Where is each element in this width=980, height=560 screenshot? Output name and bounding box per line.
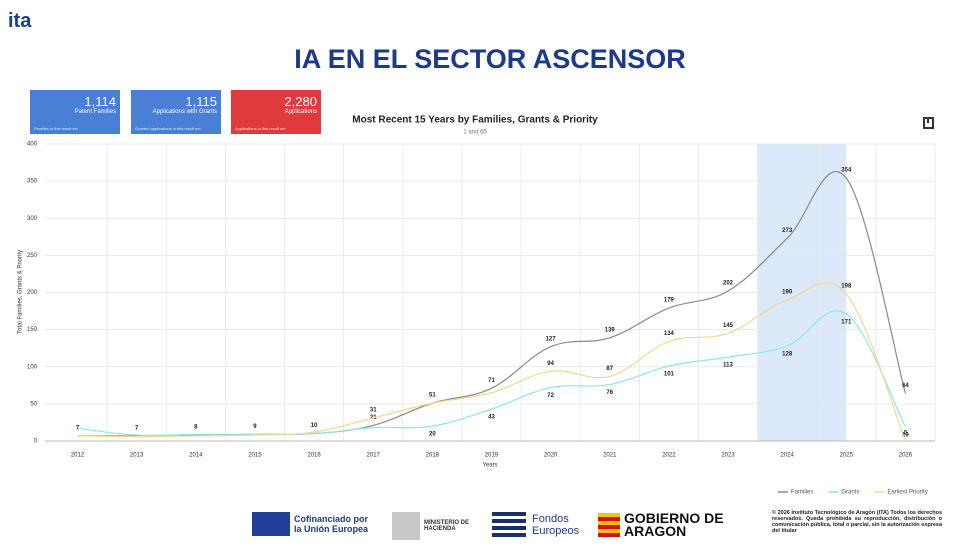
kpi-note: Families in this result set: [34, 126, 78, 131]
y-tick-label: 0: [34, 439, 38, 445]
legend-label: Families: [791, 490, 813, 496]
x-tick-label: 2016: [307, 453, 321, 459]
kpi-label: Patent Families: [74, 109, 116, 115]
kpi-card[interactable]: 1,115 Applications with Grants Granted a…: [131, 90, 221, 134]
data-label: 76: [606, 390, 613, 396]
aragon-logo: GOBIERNO DE ARAGON: [598, 510, 728, 539]
data-label: 72: [547, 393, 554, 399]
data-label: 10: [311, 423, 318, 429]
kpi-card[interactable]: 2,280 Applications Applications in this …: [231, 90, 321, 134]
chart-title: Most Recent 15 Years by Families, Grants…: [352, 115, 598, 126]
funds-text: Fondos Europeos: [532, 513, 580, 537]
x-tick-label: 2012: [71, 453, 85, 459]
data-label: 273: [782, 228, 793, 234]
data-label: 7: [135, 425, 139, 431]
data-label: 134: [664, 331, 675, 337]
funds-logo: Fondos Europeos: [492, 512, 587, 538]
copyright: © 2026 Instituto Tecnológico de Aragón (…: [772, 510, 942, 534]
x-tick-label: 2021: [603, 453, 617, 459]
data-label: 171: [841, 320, 852, 326]
ministry-text: MINISTERIO DE HACIENDA: [424, 520, 470, 532]
x-axis-label: Years: [482, 463, 497, 469]
page-title: IA EN EL SECTOR ASCENSOR: [294, 44, 686, 74]
data-label: 198: [841, 284, 852, 290]
y-tick-label: 350: [27, 179, 38, 185]
x-tick-label: 2017: [367, 453, 381, 459]
x-tick-label: 2020: [544, 453, 558, 459]
x-tick-label: 2015: [248, 453, 262, 459]
logo: ita: [8, 10, 32, 32]
kpi-value: 1,115: [185, 94, 217, 109]
data-label: 190: [782, 290, 793, 296]
kpi-label: Applications: [284, 109, 317, 115]
y-tick-label: 100: [27, 364, 38, 370]
data-label: 145: [723, 323, 734, 329]
data-label: 87: [606, 366, 613, 372]
kpi-card[interactable]: 1,114 Patent Families Families in this r…: [30, 90, 120, 134]
chart: Most Recent 15 Years by Families, Grants…: [18, 115, 936, 496]
aragon-text: GOBIERNO DE ARAGON: [624, 510, 724, 539]
data-label: 354: [841, 168, 852, 174]
chart-subtitle: 1 and 65: [463, 130, 487, 136]
data-label: 113: [723, 363, 733, 369]
data-label: 20: [429, 432, 436, 438]
x-tick-label: 2024: [780, 453, 794, 459]
kpi-note: Granted applications in this result set: [135, 126, 201, 131]
kpi-value: 2,280: [284, 94, 317, 109]
y-axis-label: Total Families, Grants & Priority: [18, 250, 24, 334]
x-tick-label: 2023: [721, 453, 735, 459]
ministry-logo: MINISTERIO DE HACIENDA: [392, 512, 472, 540]
data-label: 71: [488, 378, 495, 384]
legend-label: Earliest Priority: [887, 490, 927, 496]
x-tick-label: 2019: [485, 453, 499, 459]
kpi-value: 1,114: [84, 94, 116, 109]
y-tick-label: 150: [27, 327, 38, 333]
data-label: 101: [664, 372, 675, 378]
eu-logo: Cofinanciado por la Unión Europea: [252, 512, 372, 536]
data-label: 127: [546, 336, 557, 342]
data-label: 139: [605, 327, 616, 333]
data-label: 0: [904, 431, 908, 437]
series-line: [77, 310, 906, 437]
y-tick-label: 250: [27, 253, 38, 259]
eu-text: Cofinanciado por la Unión Europea: [294, 514, 369, 534]
data-label: 179: [664, 298, 675, 304]
data-label: 19: [902, 432, 909, 438]
x-tick-label: 2018: [426, 453, 440, 459]
x-tick-label: 2026: [899, 453, 913, 459]
y-tick-label: 300: [27, 216, 38, 222]
data-label: 51: [429, 393, 436, 399]
y-tick-label: 200: [27, 290, 38, 296]
data-label: 43: [488, 415, 495, 421]
data-label: 64: [902, 383, 909, 389]
data-label: 128: [782, 352, 793, 358]
data-label: 31: [370, 408, 377, 414]
y-tick-label: 400: [27, 142, 38, 148]
y-tick-label: 50: [30, 401, 37, 407]
download-icon[interactable]: [923, 117, 934, 129]
series-line: [77, 282, 906, 442]
x-tick-label: 2022: [662, 453, 676, 459]
x-tick-label: 2014: [189, 453, 203, 459]
x-tick-label: 2013: [130, 453, 144, 459]
data-label: 94: [547, 361, 554, 367]
kpi-label: Applications with Grants: [152, 109, 217, 115]
kpi-note: Applications in this result set: [235, 126, 286, 131]
data-label: 8: [194, 425, 198, 431]
data-label: 202: [723, 281, 734, 287]
data-label: 9: [253, 424, 257, 430]
x-tick-label: 2025: [840, 453, 854, 459]
legend-label: Grants: [841, 490, 859, 496]
